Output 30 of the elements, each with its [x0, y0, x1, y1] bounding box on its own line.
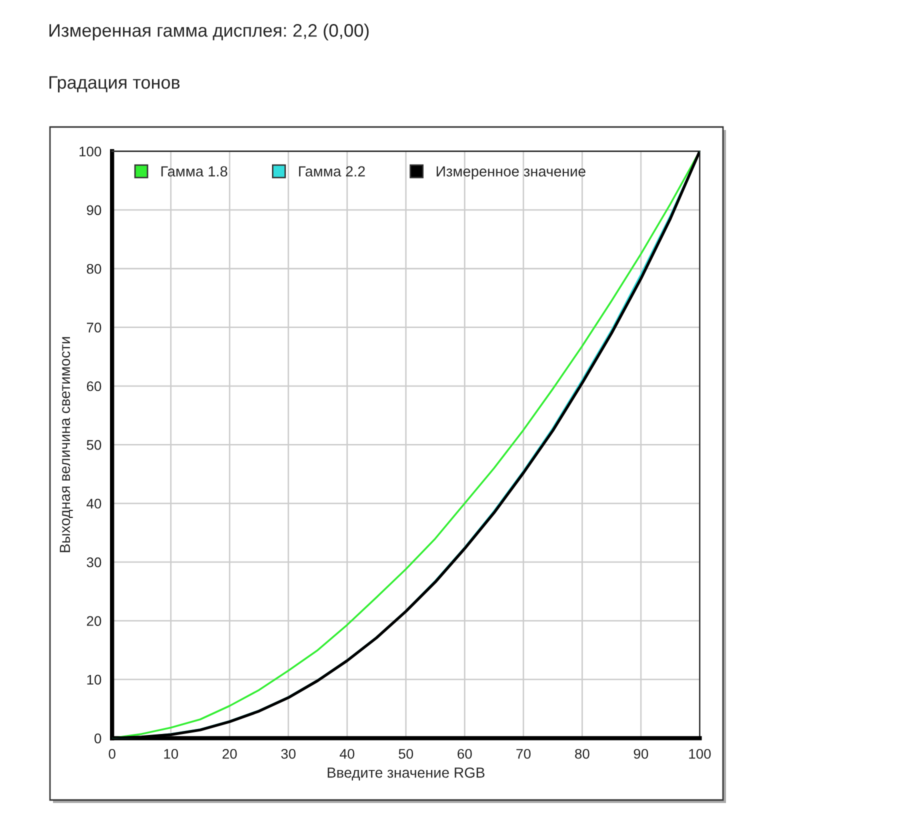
x-tick-label: 70: [516, 748, 531, 759]
y-tick-label: 100: [80, 146, 102, 156]
legend-label: Измеренное значение: [436, 166, 586, 180]
y-tick-label: 10: [87, 674, 102, 685]
x-tick-label: 0: [108, 748, 116, 759]
x-tick-label: 40: [340, 748, 354, 759]
x-tick-label: 90: [634, 748, 648, 759]
y-tick-label: 60: [86, 381, 102, 392]
y-tick-label: 50: [86, 440, 102, 450]
y-tick-label: 80: [86, 264, 102, 274]
x-tick-label: 100: [689, 748, 711, 759]
chart-subtitle: Градация тонов: [49, 76, 180, 92]
chart-title: Измеренная гамма дисплея: 2,2 (0,00): [49, 24, 369, 40]
x-axis-title: Введите значение RGB: [328, 767, 484, 781]
y-tick-label: 70: [86, 322, 102, 332]
y-axis-title: Выходная величина светимости: [60, 337, 73, 552]
x-tick-label: 80: [575, 748, 590, 759]
x-tick-label: 30: [281, 748, 296, 759]
legend-label: Гамма 1.8: [161, 166, 228, 177]
x-tick-label: 10: [164, 748, 178, 759]
y-tick-label: 0: [94, 733, 102, 744]
x-tick-label: 50: [398, 748, 414, 759]
legend-label: Гамма 2.2: [299, 166, 365, 177]
y-tick-label: 40: [86, 498, 102, 509]
y-tick-label: 20: [86, 616, 102, 626]
line-series: [112, 151, 700, 738]
y-tick-label: 90: [86, 205, 102, 216]
y-tick-label: 30: [86, 557, 102, 568]
x-tick-label: 20: [222, 748, 237, 759]
x-tick-label: 60: [458, 748, 472, 759]
